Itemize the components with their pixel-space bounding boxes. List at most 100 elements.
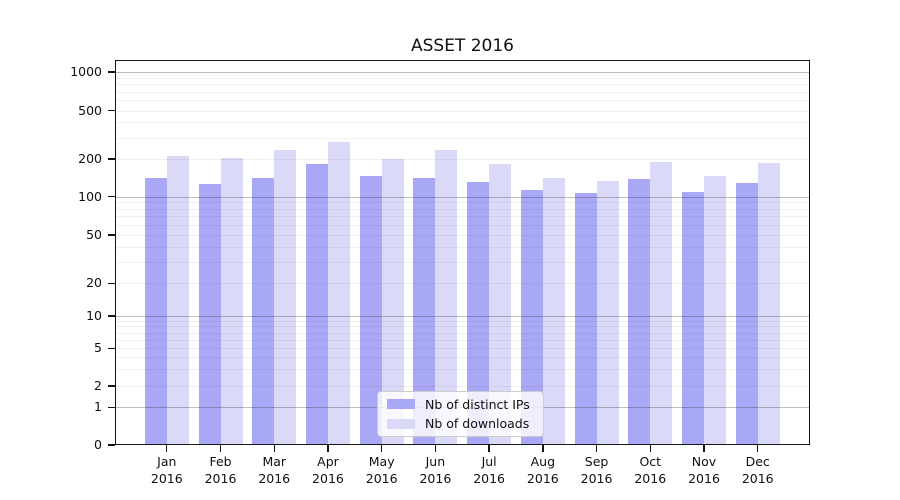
- chart-title: ASSET 2016: [410, 36, 514, 56]
- x-tick-mark: [219, 445, 222, 452]
- minor-gridline: [116, 100, 809, 102]
- y-tick-mark: [108, 444, 115, 446]
- minor-gridline: [116, 137, 809, 139]
- bar-distinct-ips-may: [359, 176, 382, 445]
- x-tick-label-sep: Sep 2016: [580, 454, 613, 486]
- x-tick-label-mar: Mar 2016: [258, 454, 291, 486]
- y-tick-label: 5: [94, 340, 102, 356]
- x-tick-mark: [380, 445, 383, 452]
- y-tick-mark: [108, 347, 115, 349]
- x-tick-label-jan: Jan 2016: [150, 454, 183, 486]
- minor-gridline: [116, 202, 809, 204]
- y-tick-mark: [108, 385, 115, 387]
- bar-distinct-ips-jan: [144, 178, 167, 445]
- bar-downloads-jul: [489, 163, 512, 445]
- minor-gridline: [116, 235, 809, 236]
- x-tick-mark: [703, 445, 705, 452]
- x-tick-label-may: May 2016: [365, 454, 398, 486]
- minor-gridline: [116, 348, 809, 350]
- minor-gridline: [116, 283, 809, 285]
- minor-gridline: [116, 261, 809, 263]
- x-tick-label-aug: Aug 2016: [526, 454, 559, 486]
- x-tick-mark: [542, 445, 544, 452]
- y-tick-label: 20: [86, 275, 102, 291]
- x-tick-mark: [434, 445, 437, 452]
- y-tick-mark: [108, 195, 115, 198]
- y-tick-mark: [108, 109, 115, 112]
- minor-gridline: [116, 369, 809, 371]
- y-tick-mark: [108, 71, 115, 73]
- bar-downloads-nov: [704, 176, 726, 445]
- bar-distinct-ips-jul: [467, 182, 490, 445]
- y-tick-label: 100: [78, 188, 102, 204]
- minor-gridline: [116, 91, 809, 93]
- bar-downloads-feb: [220, 158, 243, 445]
- x-tick-mark: [757, 445, 759, 452]
- x-tick-mark: [273, 445, 275, 452]
- bar-distinct-ips-nov: [682, 192, 704, 445]
- bar-downloads-sep: [596, 180, 619, 445]
- minor-gridline: [116, 326, 809, 328]
- bar-downloads-dec: [757, 163, 780, 445]
- x-tick-mark: [166, 445, 168, 452]
- minor-gridline: [116, 84, 809, 86]
- bar-downloads-aug: [542, 177, 565, 445]
- bar-downloads-jun: [435, 150, 458, 445]
- minor-gridline: [116, 77, 809, 79]
- bar-distinct-ips-oct: [628, 179, 651, 445]
- bar-distinct-ips-aug: [520, 190, 543, 445]
- x-tick-label-jul: Jul 2016: [473, 454, 506, 486]
- x-tick-label-apr: Apr 2016: [312, 454, 344, 486]
- bar-distinct-ips-apr: [305, 164, 328, 445]
- y-tick-mark: [108, 315, 115, 317]
- bar-distinct-ips-jun: [413, 178, 436, 445]
- minor-gridline: [116, 224, 809, 226]
- x-tick-label-nov: Nov 2016: [688, 454, 720, 486]
- bar-downloads-jan: [166, 155, 189, 445]
- x-tick-label-feb: Feb 2016: [204, 454, 237, 486]
- legend-label: Nb of distinct IPs: [425, 396, 530, 412]
- minor-gridline: [116, 159, 809, 160]
- x-tick-label-oct: Oct 2016: [634, 454, 667, 486]
- legend: Nb of distinct IPs Nb of downloads: [377, 391, 544, 437]
- legend-swatch-distinct-ips: [387, 398, 415, 410]
- bar-distinct-ips-dec: [735, 183, 758, 445]
- minor-gridline: [116, 208, 809, 210]
- y-tick-label: 2: [94, 378, 102, 393]
- y-tick-mark: [108, 282, 115, 284]
- minor-gridline: [116, 110, 809, 112]
- x-tick-mark: [649, 445, 651, 452]
- minor-gridline: [116, 386, 809, 387]
- major-gridline: [116, 196, 809, 198]
- bar-distinct-ips-mar: [252, 177, 275, 445]
- legend-swatch-downloads: [387, 418, 415, 430]
- minor-gridline: [116, 246, 809, 248]
- y-tick-label: 50: [86, 227, 102, 242]
- legend-item: Nb of distinct IPs: [387, 397, 543, 412]
- minor-gridline: [116, 216, 809, 218]
- legend-label: Nb of downloads: [425, 416, 530, 432]
- major-gridline: [116, 316, 809, 317]
- x-tick-mark: [595, 445, 598, 452]
- x-tick-label-dec: Dec 2016: [741, 454, 774, 486]
- y-tick-mark: [108, 158, 115, 160]
- y-tick-label: 0: [94, 437, 102, 452]
- major-gridline: [116, 72, 809, 73]
- y-tick-label: 500: [78, 102, 102, 118]
- bar-distinct-ips-feb: [198, 184, 221, 445]
- y-tick-label: 10: [86, 308, 102, 323]
- x-tick-mark: [327, 445, 329, 452]
- y-tick-label: 1000: [70, 64, 102, 79]
- y-tick-mark: [108, 234, 115, 236]
- bar-distinct-ips-sep: [574, 193, 597, 445]
- y-tick-label: 1: [94, 399, 102, 415]
- minor-gridline: [116, 320, 809, 322]
- bar-downloads-mar: [274, 149, 297, 445]
- minor-gridline: [116, 339, 809, 341]
- minor-gridline: [116, 357, 809, 359]
- y-tick-label: 200: [78, 151, 102, 166]
- y-tick-mark: [108, 406, 115, 408]
- x-tick-label-jun: Jun 2016: [419, 454, 452, 486]
- bar-downloads-may: [381, 158, 404, 445]
